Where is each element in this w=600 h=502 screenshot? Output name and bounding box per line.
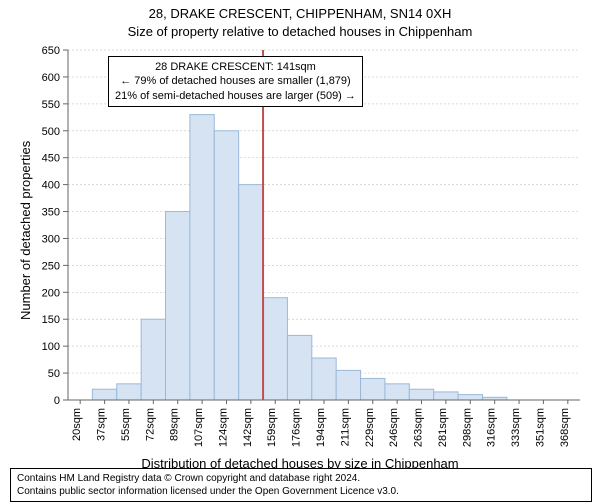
svg-text:300: 300 — [42, 233, 60, 245]
svg-text:250: 250 — [42, 260, 60, 272]
info-box: 28 DRAKE CRESCENT: 141sqm ← 79% of detac… — [108, 56, 363, 107]
svg-text:281sqm: 281sqm — [437, 408, 449, 447]
svg-text:142sqm: 142sqm — [242, 408, 254, 447]
footer-box: Contains HM Land Registry data © Crown c… — [10, 468, 592, 502]
info-line-2: ← 79% of detached houses are smaller (1,… — [115, 74, 356, 88]
svg-text:211sqm: 211sqm — [339, 408, 351, 446]
svg-text:316sqm: 316sqm — [486, 408, 498, 447]
svg-text:350: 350 — [42, 207, 60, 219]
svg-text:600: 600 — [42, 72, 60, 84]
svg-text:107sqm: 107sqm — [193, 408, 205, 447]
svg-text:194sqm: 194sqm — [315, 408, 327, 447]
svg-text:263sqm: 263sqm — [413, 408, 425, 447]
svg-text:368sqm: 368sqm — [559, 408, 571, 447]
svg-text:246sqm: 246sqm — [388, 408, 400, 447]
svg-text:298sqm: 298sqm — [461, 408, 473, 447]
svg-text:229sqm: 229sqm — [364, 408, 376, 447]
svg-text:400: 400 — [42, 180, 60, 192]
svg-text:55sqm: 55sqm — [120, 408, 132, 441]
svg-text:550: 550 — [42, 99, 60, 111]
svg-text:20sqm: 20sqm — [71, 408, 83, 441]
svg-text:450: 450 — [42, 153, 60, 165]
chart-title: 28, DRAKE CRESCENT, CHIPPENHAM, SN14 0XH — [0, 6, 600, 21]
svg-text:124sqm: 124sqm — [217, 408, 229, 447]
y-axis-label: Number of detached properties — [18, 141, 33, 320]
svg-text:89sqm: 89sqm — [169, 408, 181, 441]
svg-text:50: 50 — [48, 368, 60, 380]
svg-text:159sqm: 159sqm — [266, 408, 278, 447]
svg-text:37sqm: 37sqm — [96, 408, 108, 441]
footer-line-1: Contains HM Land Registry data © Crown c… — [17, 472, 585, 485]
info-line-3: 21% of semi-detached houses are larger (… — [115, 89, 356, 103]
svg-text:100: 100 — [42, 341, 60, 353]
svg-text:333sqm: 333sqm — [510, 408, 522, 447]
svg-text:500: 500 — [42, 126, 60, 138]
info-line-1: 28 DRAKE CRESCENT: 141sqm — [115, 60, 356, 74]
svg-text:72sqm: 72sqm — [144, 408, 156, 441]
footer-line-2: Contains public sector information licen… — [17, 485, 585, 498]
svg-text:351sqm: 351sqm — [534, 408, 546, 447]
svg-text:650: 650 — [42, 45, 60, 57]
chart-container: 28, DRAKE CRESCENT, CHIPPENHAM, SN14 0XH… — [0, 0, 600, 500]
svg-text:176sqm: 176sqm — [291, 408, 303, 447]
chart-subtitle: Size of property relative to detached ho… — [0, 24, 600, 39]
svg-text:150: 150 — [42, 314, 60, 326]
svg-text:200: 200 — [42, 287, 60, 299]
svg-text:0: 0 — [54, 395, 60, 407]
